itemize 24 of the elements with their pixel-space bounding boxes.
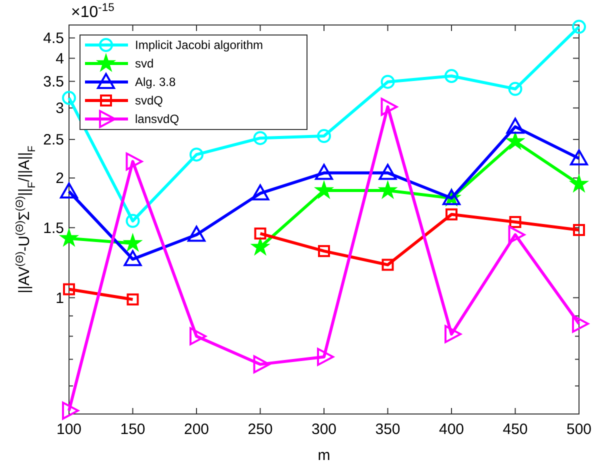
y-tick-label: 2 bbox=[56, 170, 64, 188]
legend-label: svdQ bbox=[135, 94, 164, 108]
x-tick-label: 250 bbox=[248, 421, 273, 438]
x-tick-label: 350 bbox=[375, 421, 400, 438]
legend-label: lansvdQ bbox=[135, 112, 180, 126]
y-tick-label: 4 bbox=[56, 50, 64, 68]
x-axis-title: m bbox=[318, 447, 330, 464]
x-tick-label: 500 bbox=[566, 421, 592, 438]
x-tick-label: 100 bbox=[56, 421, 82, 438]
y-tick-label: 4.5 bbox=[43, 30, 64, 48]
x-tick-label: 450 bbox=[502, 421, 528, 438]
y-tick-label: 2.5 bbox=[43, 132, 64, 149]
y-tick-label: 3 bbox=[56, 100, 64, 118]
x-tick-label: 150 bbox=[120, 421, 146, 438]
y-tick-label: 3.5 bbox=[43, 74, 64, 91]
legend-label: svd bbox=[135, 56, 154, 71]
legend-label: Implicit Jacobi algorithm bbox=[135, 38, 264, 52]
x-tick-label: 400 bbox=[438, 421, 464, 438]
x-tick-label: 300 bbox=[311, 421, 337, 438]
y-tick-label: 1 bbox=[56, 290, 64, 307]
x-tick-label: 200 bbox=[184, 421, 210, 438]
y-tick-label: 1.5 bbox=[43, 220, 64, 237]
text: ×10$^{-15}$ bbox=[71, 2, 114, 21]
legend-label: Alg. 3.8 bbox=[135, 75, 176, 90]
